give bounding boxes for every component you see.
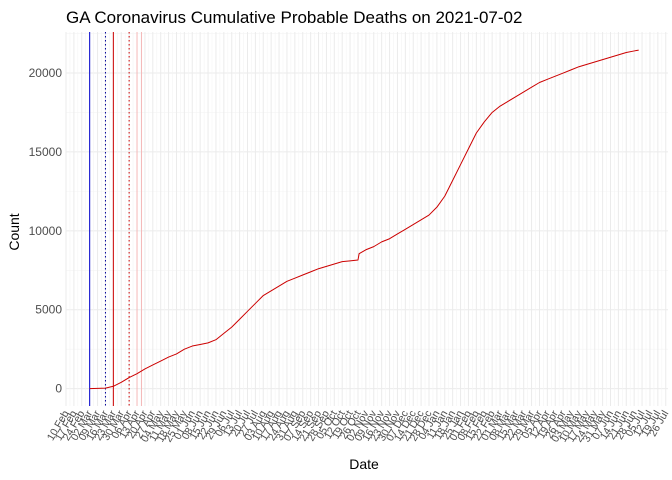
reference-lines (89, 32, 143, 406)
y-tick-label: 20000 (29, 66, 63, 80)
gridlines (65, 32, 668, 406)
y-tick-label: 10000 (29, 224, 63, 238)
series-line-0 (89, 49, 639, 390)
chart-title: GA Coronavirus Cumulative Probable Death… (66, 8, 522, 27)
data-series (89, 49, 639, 390)
y-axis-ticks: 0 5000 10000 15000 20000 (29, 66, 63, 396)
x-axis-title: Date (349, 456, 379, 472)
y-tick-label: 5000 (35, 303, 62, 317)
y-axis-title: Count (6, 213, 22, 250)
y-tick-label: 0 (55, 382, 62, 396)
y-tick-label: 15000 (29, 145, 63, 159)
